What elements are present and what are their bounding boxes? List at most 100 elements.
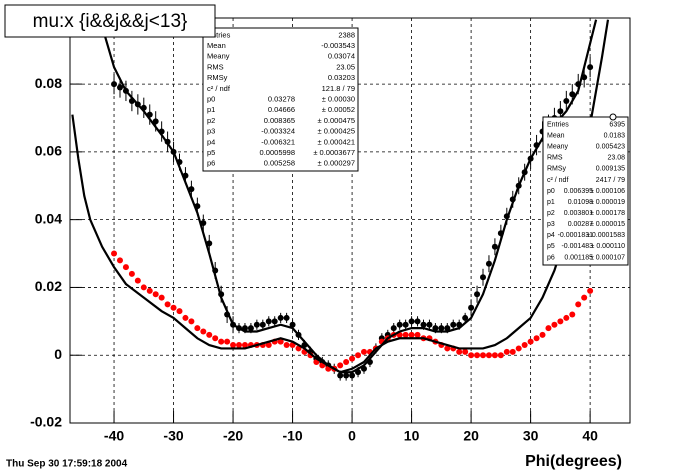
point [111,250,118,257]
point [426,321,433,328]
point [521,342,528,349]
stat-error: ± 0.00030 [322,94,355,103]
y-tick-label: 0.04 [35,210,62,226]
point [587,287,594,294]
y-tick-label: 0.02 [35,278,62,294]
stat-value: 0.003801 [564,210,593,217]
stat-label: Meany [547,144,569,151]
point [402,321,409,328]
stat-label: p5 [207,148,215,157]
stat-value: 0.01098 [568,199,593,206]
x-axis-label: Phi(degrees) [525,453,622,470]
point [128,270,135,277]
stat-value: -0.003543 [321,41,355,50]
point [474,291,481,298]
point [343,372,350,379]
x-tick-label: -20 [223,428,243,444]
point [408,331,415,338]
stat-label: RMSy [547,166,567,173]
stat-label: p1 [547,199,555,206]
stat-error: ± 0.0001583 [586,232,625,239]
stat-label: Mean [547,132,565,139]
stat-value: 0.00287 [568,221,593,228]
stat-label: c² / ndf [547,177,568,184]
point [480,274,487,281]
stat-value: 121.8 / 79 [322,84,355,93]
point [557,318,564,325]
point [265,342,272,349]
point [111,81,118,88]
x-tick-label: 0 [348,428,356,444]
point [468,304,475,311]
point [134,277,141,284]
stats-box [202,27,359,172]
point [485,352,492,359]
point [241,342,248,349]
x-tick-label: -10 [282,428,302,444]
point [337,372,344,379]
point [497,352,504,359]
point [349,355,356,362]
point [563,314,570,321]
stat-error: ± 0.000107 [590,254,625,261]
stat-value: 23.08 [607,155,625,162]
stat-value: 23.05 [336,62,355,71]
fit-curve [71,19,610,374]
point [539,331,546,338]
point [164,301,171,308]
point [509,348,516,355]
point [491,352,498,359]
stat-value: 0.0183 [604,132,626,139]
point [253,321,260,328]
point [349,372,356,379]
point [396,321,403,328]
point [271,318,278,325]
point [122,264,129,271]
frame [69,17,631,424]
point [569,91,576,98]
stat-value: 0.04666 [268,105,295,114]
stat-value: 0.009135 [596,166,625,173]
stat-error: ± 0.000425 [318,127,355,136]
point [420,321,427,328]
stat-label: RMS [207,62,224,71]
point [343,358,350,365]
point [480,352,487,359]
stat-value: 0.005423 [596,144,625,151]
point [188,318,195,325]
stat-label: p6 [207,159,215,168]
point [152,291,159,298]
point [414,331,421,338]
point [444,325,451,332]
stat-label: p0 [547,188,555,195]
point [360,348,367,355]
point [462,314,469,321]
x-tick-label: -30 [163,428,183,444]
point [491,243,498,250]
point [247,325,254,332]
stat-value: -0.001483 [561,243,593,250]
stat-label: p6 [547,254,555,261]
point [182,314,189,321]
fit-curve [101,19,598,374]
title-box [4,4,216,38]
y-tick-label: 0 [54,346,62,362]
point [236,342,243,349]
stat-error: ± 0.000015 [590,221,625,228]
x-tick-label: 10 [404,428,420,444]
stat-value: 0.001185 [564,254,593,261]
stat-value: 0.0005998 [260,148,295,157]
stat-value: 0.03278 [268,94,295,103]
point [355,352,362,359]
stat-label: Meany [207,52,230,61]
stat-label: p2 [207,116,215,125]
point [485,260,492,267]
point [474,352,481,359]
x-tick-label: -40 [104,428,124,444]
stat-value: 0.03074 [328,52,355,61]
point [116,84,123,91]
stat-value: 6395 [609,121,625,128]
point [158,294,165,301]
x-tick-label: 20 [463,428,479,444]
point [200,328,207,335]
